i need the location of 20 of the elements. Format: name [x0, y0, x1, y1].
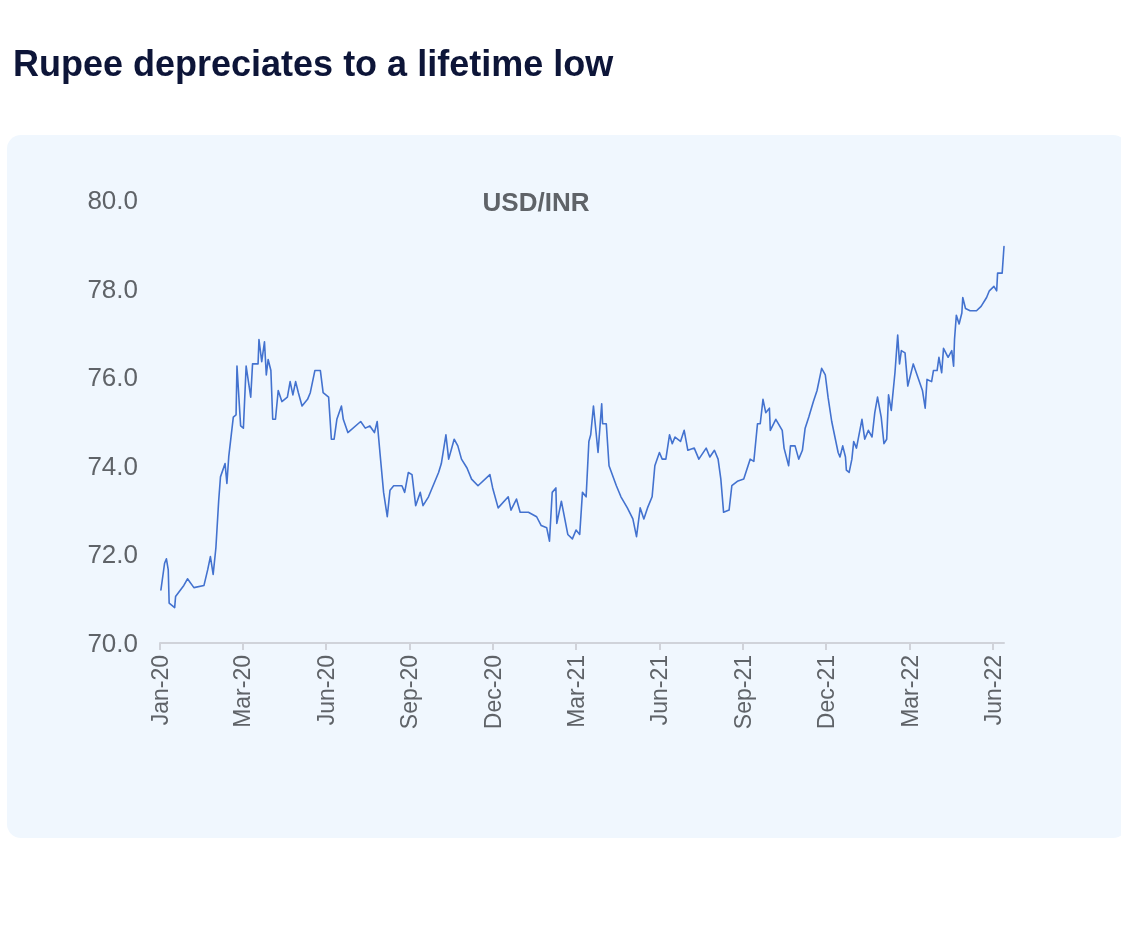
x-tick-label: Jun-20	[312, 655, 339, 726]
chart-title: Rupee depreciates to a lifetime low	[13, 42, 615, 84]
y-tick-label: 72.0	[87, 539, 138, 570]
x-tick-label: Mar-21	[563, 655, 590, 728]
y-tick-label: 78.0	[87, 273, 138, 304]
x-tick-label: Sep-20	[396, 655, 423, 730]
x-tick-label: Dec-21	[813, 655, 840, 730]
chart-subtitle: USD/INR	[482, 187, 590, 217]
x-tick-label: Jun-21	[646, 655, 673, 726]
y-tick-label: 80.0	[87, 185, 138, 215]
x-tick-label: Mar-22	[896, 655, 923, 728]
x-tick-label: Mar-20	[229, 655, 256, 728]
x-tick-label: Dec-20	[479, 655, 506, 730]
y-tick-label: 70.0	[87, 628, 138, 658]
y-tick-label: 76.0	[87, 362, 138, 393]
x-tick-label: Jun-22	[980, 655, 1006, 726]
x-tick-label: Sep-21	[729, 655, 756, 730]
y-tick-label: 74.0	[87, 450, 138, 481]
line-series	[160, 245, 1005, 609]
x-tick-label: Jan-20	[147, 655, 173, 726]
